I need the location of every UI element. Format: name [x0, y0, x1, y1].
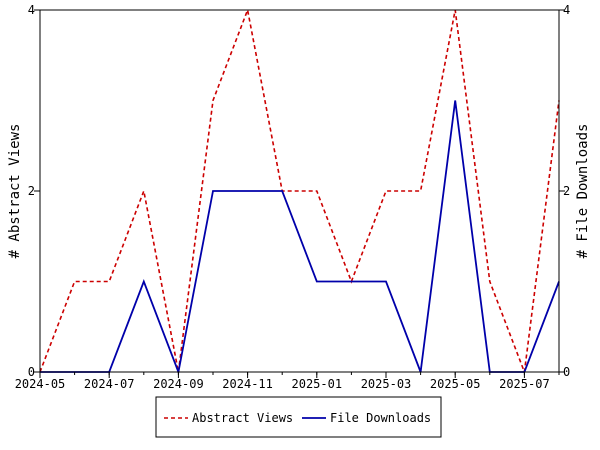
- y-left-tick-label: 4: [28, 3, 35, 17]
- x-tick-label: 2024-07: [84, 377, 135, 391]
- x-tick-label: 2025-07: [499, 377, 550, 391]
- series-line-abstract-views: [39, 7, 560, 373]
- y-axis-label-right: # File Downloads: [575, 124, 591, 259]
- axis-layer: 2024-05 2024-07 2024-09 2024-11 2025-01 2025-…: [15, 3, 571, 391]
- y-right-tick-label: 0: [563, 365, 570, 379]
- legend-label-abstract-views: Abstract Views: [192, 411, 293, 425]
- series-line-file-downloads: [40, 100, 560, 376]
- x-tick-label: 2025-05: [430, 377, 481, 391]
- x-tick-label: 2024-05: [15, 377, 66, 391]
- x-tick-label: 2025-03: [361, 377, 412, 391]
- plot-frame: [39, 9, 560, 373]
- y-left-tick-label: 2: [28, 184, 35, 198]
- x-tick-label: 2025-01: [292, 377, 343, 391]
- y-right-tick-label: 4: [563, 3, 570, 17]
- legend: Abstract Views File Downloads: [155, 396, 442, 438]
- series-layer: [39, 7, 560, 376]
- legend-box: [155, 396, 442, 438]
- y-left-tick-label: 0: [28, 365, 35, 379]
- x-tick-label: 2024-11: [222, 377, 273, 391]
- x-tick-label: 2024-09: [153, 377, 204, 391]
- y-axis-label-left: # Abstract Views: [7, 124, 23, 259]
- legend-label-file-downloads: File Downloads: [330, 411, 431, 425]
- y-right-tick-label: 2: [563, 184, 570, 198]
